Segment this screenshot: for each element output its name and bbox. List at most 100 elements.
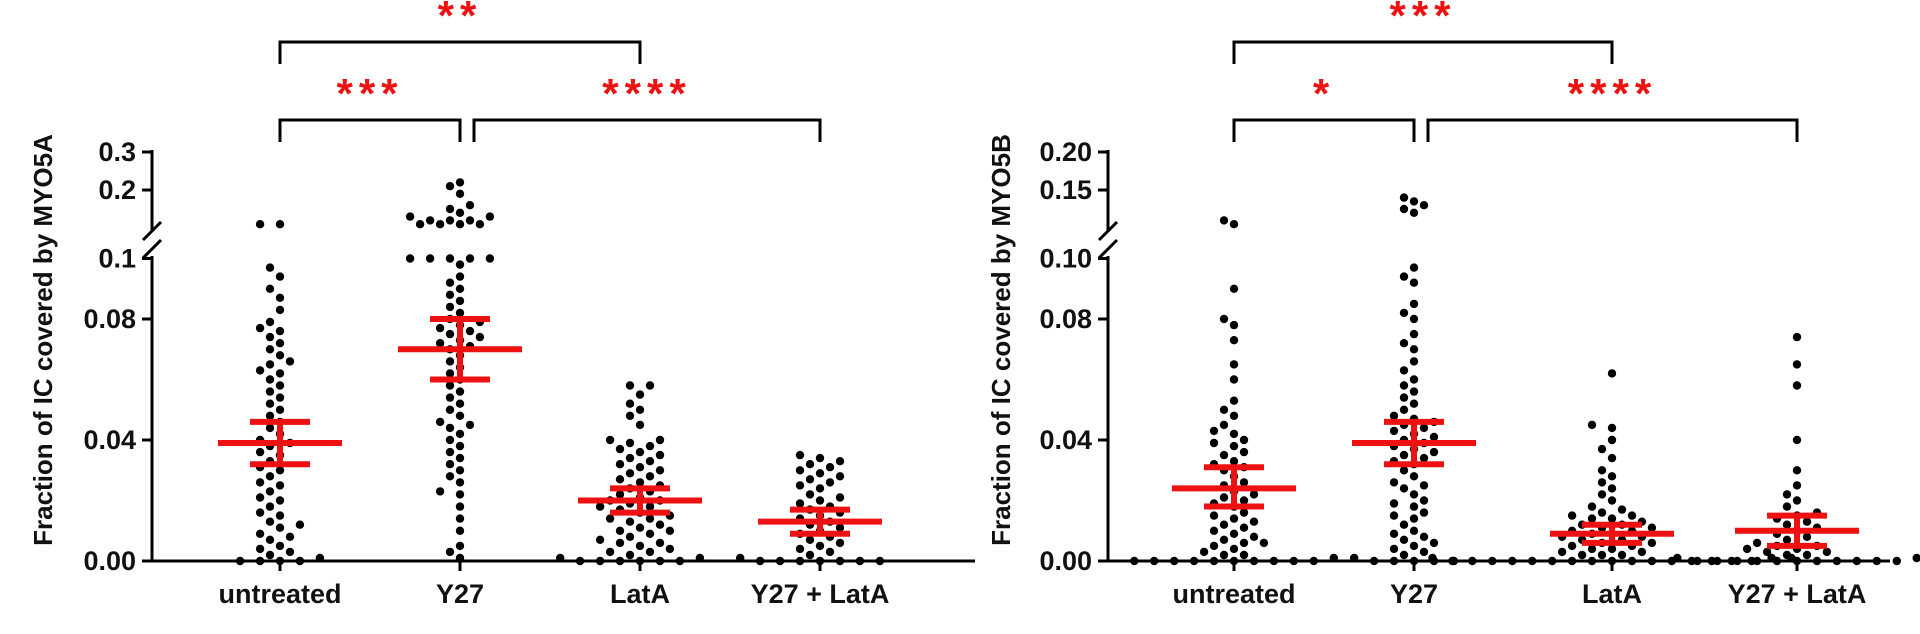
- data-point: [456, 554, 464, 562]
- data-point: [1390, 412, 1398, 420]
- data-point: [446, 448, 454, 456]
- data-point: [636, 557, 644, 565]
- data-point: [1220, 421, 1228, 429]
- data-point: [676, 557, 684, 565]
- data-point: [1773, 557, 1781, 565]
- data-point: [1673, 554, 1681, 562]
- data-point: [1853, 557, 1861, 565]
- data-point: [1608, 557, 1616, 565]
- data-point: [266, 472, 274, 480]
- data-point: [426, 254, 434, 262]
- data-point: [1250, 533, 1258, 541]
- data-point: [1400, 193, 1408, 201]
- data-point: [1200, 548, 1208, 556]
- data-point: [456, 190, 464, 198]
- data-point: [576, 557, 584, 565]
- data-point: [1598, 478, 1606, 486]
- data-point: [656, 466, 664, 474]
- data-point: [1240, 496, 1248, 504]
- data-point: [1448, 557, 1456, 565]
- data-point: [266, 333, 274, 341]
- data-point: [1410, 209, 1418, 217]
- data-point: [266, 360, 274, 368]
- data-point: [1220, 536, 1228, 544]
- data-point: [446, 548, 454, 556]
- data-point: [1230, 321, 1238, 329]
- data-point: [1220, 451, 1228, 459]
- data-point: [596, 557, 604, 565]
- data-point: [446, 330, 454, 338]
- data-point: [596, 536, 604, 544]
- data-point: [1390, 545, 1398, 553]
- data-point: [1743, 545, 1751, 553]
- data-point: [1628, 557, 1636, 565]
- data-point: [256, 545, 264, 553]
- data-point: [456, 309, 464, 317]
- data-point: [1608, 454, 1616, 462]
- data-point: [1648, 557, 1656, 565]
- data-point: [1400, 339, 1408, 347]
- data-point: [1230, 336, 1238, 344]
- category-label-lata: LatA: [1582, 579, 1642, 609]
- data-point: [1410, 527, 1418, 535]
- y-tick-label-lower-1: 0.04: [1039, 425, 1092, 455]
- data-point: [1290, 557, 1298, 565]
- data-point: [446, 205, 454, 213]
- data-point: [1400, 309, 1408, 317]
- data-point: [296, 557, 304, 565]
- data-point: [1230, 360, 1238, 368]
- data-point: [436, 487, 444, 495]
- data-point: [256, 493, 264, 501]
- data-point: [1558, 548, 1566, 556]
- data-point: [1410, 263, 1418, 271]
- data-point: [276, 496, 284, 504]
- data-point: [636, 463, 644, 471]
- data-point: [1568, 542, 1576, 550]
- y-axis-label: Fraction of IC covered by MYO5B: [986, 134, 1016, 546]
- data-point: [1608, 484, 1616, 492]
- data-point: [1270, 557, 1278, 565]
- data-point: [1763, 548, 1771, 556]
- data-point: [456, 412, 464, 420]
- data-point: [1793, 381, 1801, 389]
- data-point: [466, 327, 474, 335]
- data-point: [806, 490, 814, 498]
- data-point: [1400, 521, 1408, 529]
- data-point: [646, 530, 654, 538]
- data-point: [1400, 551, 1408, 559]
- data-point: [646, 457, 654, 465]
- data-point: [836, 524, 844, 532]
- data-point: [1913, 554, 1920, 562]
- data-point: [1400, 272, 1408, 280]
- data-point: [1220, 493, 1228, 501]
- data-point: [446, 279, 454, 287]
- data-point: [1410, 387, 1418, 395]
- data-point: [1210, 439, 1218, 447]
- data-point: [616, 527, 624, 535]
- data-point: [1400, 393, 1408, 401]
- data-point: [1250, 490, 1258, 498]
- data-point: [626, 454, 634, 462]
- data-point: [626, 533, 634, 541]
- category-label-untreated: untreated: [218, 579, 341, 609]
- data-point: [456, 454, 464, 462]
- data-point: [446, 182, 454, 190]
- data-point: [1608, 472, 1616, 480]
- data-point: [1210, 427, 1218, 435]
- data-point: [1370, 557, 1378, 565]
- significance-bracket: [280, 42, 640, 64]
- significance-bracket: [1234, 120, 1414, 142]
- data-point: [276, 557, 284, 565]
- data-point: [276, 272, 284, 280]
- data-point: [266, 536, 274, 544]
- data-point: [656, 436, 664, 444]
- data-point: [636, 390, 644, 398]
- data-point: [1628, 511, 1636, 519]
- data-point: [1410, 345, 1418, 353]
- data-point: [626, 551, 634, 559]
- data-point: [456, 260, 464, 268]
- data-point: [266, 375, 274, 383]
- data-point: [796, 545, 804, 553]
- data-point: [456, 514, 464, 522]
- data-point: [446, 216, 454, 224]
